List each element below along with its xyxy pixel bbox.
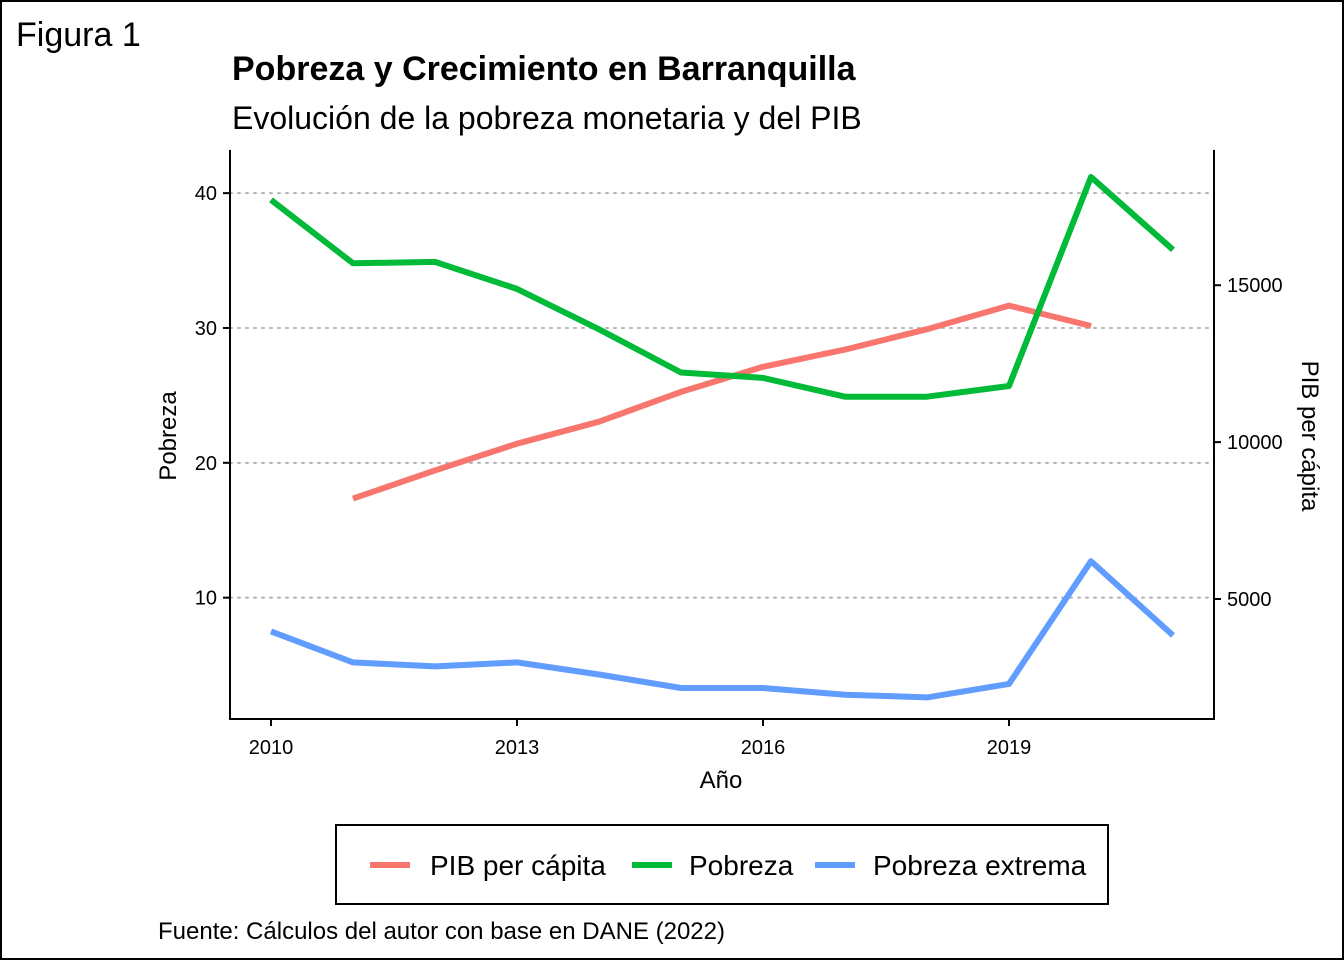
figure-label: Figura 1 bbox=[16, 16, 141, 54]
y2-axis-title: PIB per cápita bbox=[1296, 361, 1323, 512]
series-line-pobreza bbox=[269, 174, 1175, 400]
y-tick-label: 40 bbox=[195, 183, 217, 205]
x-axis-title: Año bbox=[700, 767, 743, 794]
y2-tick-label: 15000 bbox=[1227, 275, 1283, 297]
chart-caption: Fuente: Cálculos del autor con base en D… bbox=[158, 918, 725, 945]
legend-label: Pobreza bbox=[689, 850, 794, 881]
legend-label: Pobreza extrema bbox=[873, 850, 1087, 881]
y2-tick-label: 5000 bbox=[1227, 589, 1272, 611]
series-line-pib-per-c-pita bbox=[352, 302, 1092, 502]
axes: 10 20 30 40 5000 10000 15000 2010 2013 2016 2019 bbox=[195, 150, 1283, 759]
series-lines bbox=[269, 174, 1176, 701]
y-axis-title: Pobreza bbox=[155, 391, 182, 481]
series-line-pobreza-extrema bbox=[269, 558, 1176, 701]
x-tick-label: 2016 bbox=[741, 737, 786, 759]
legend: PIB per cápita Pobreza Pobreza extrema bbox=[335, 824, 1109, 905]
legend-box bbox=[335, 824, 1109, 905]
x-tick-label: 2010 bbox=[249, 737, 294, 759]
grid-lines bbox=[229, 192, 1215, 599]
chart-title: Pobreza y Crecimiento en Barranquilla bbox=[232, 50, 856, 88]
y2-tick-label: 10000 bbox=[1227, 432, 1283, 454]
x-tick-label: 2013 bbox=[495, 737, 540, 759]
x-tick-label: 2019 bbox=[987, 737, 1032, 759]
legend-label: PIB per cápita bbox=[430, 850, 606, 881]
y-tick-label: 20 bbox=[195, 453, 217, 475]
chart-subtitle: Evolución de la pobreza monetaria y del … bbox=[232, 100, 862, 136]
y-tick-label: 10 bbox=[195, 588, 217, 610]
y-tick-label: 30 bbox=[195, 318, 217, 340]
